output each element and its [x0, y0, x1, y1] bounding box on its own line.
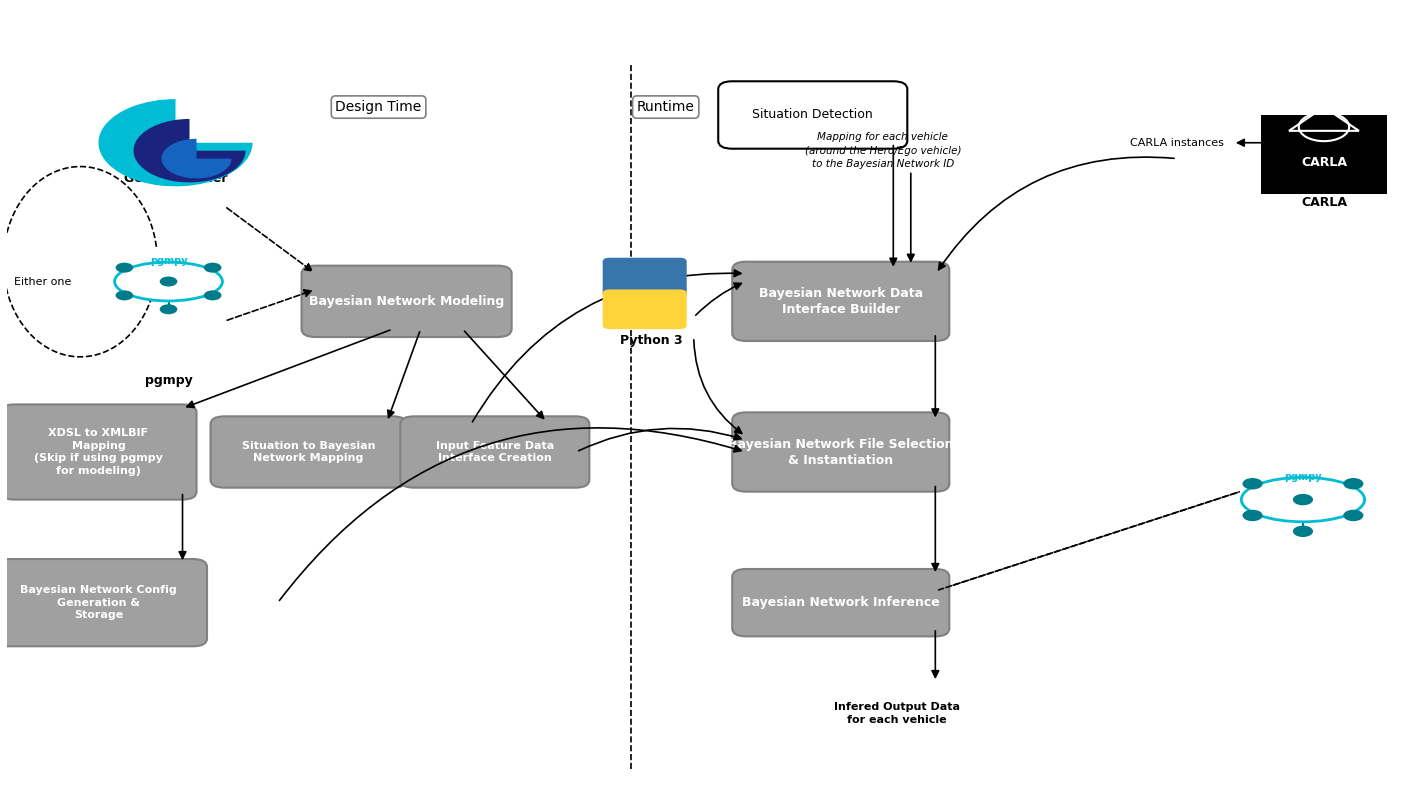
Circle shape	[159, 277, 177, 286]
Circle shape	[1242, 510, 1263, 521]
Text: pgmpy: pgmpy	[1271, 505, 1319, 518]
Text: Input Feature Data
Interface Creation: Input Feature Data Interface Creation	[435, 441, 553, 463]
Text: Bayesian Network Config
Generation &
Storage: Bayesian Network Config Generation & Sto…	[20, 585, 177, 620]
Circle shape	[1343, 478, 1363, 489]
Text: Bayesian Network Modeling: Bayesian Network Modeling	[308, 295, 504, 308]
FancyBboxPatch shape	[603, 258, 687, 297]
Text: Bayesian Network Data
Interface Builder: Bayesian Network Data Interface Builder	[759, 287, 922, 316]
Text: GeNIe Modeler: GeNIe Modeler	[124, 172, 227, 185]
Text: pgmpy: pgmpy	[1284, 472, 1322, 482]
FancyBboxPatch shape	[301, 266, 511, 337]
Text: Infered Output Data
for each vehicle: Infered Output Data for each vehicle	[834, 702, 960, 726]
Text: XDSL to XMLBIF
Mapping
(Skip if using pgmpy
for modeling): XDSL to XMLBIF Mapping (Skip if using pg…	[34, 428, 163, 476]
Circle shape	[1242, 478, 1263, 489]
Circle shape	[159, 305, 177, 314]
Ellipse shape	[1242, 477, 1364, 522]
FancyBboxPatch shape	[732, 569, 949, 636]
Text: Bayesian Network File Selection
& Instantiation: Bayesian Network File Selection & Instan…	[728, 438, 953, 466]
Text: Situation Detection: Situation Detection	[752, 109, 873, 121]
Text: pgmpy: pgmpy	[145, 374, 193, 387]
Wedge shape	[99, 99, 252, 186]
FancyBboxPatch shape	[0, 404, 197, 500]
Wedge shape	[134, 119, 245, 182]
Ellipse shape	[114, 262, 222, 301]
Wedge shape	[162, 139, 231, 178]
Circle shape	[204, 262, 221, 273]
Text: Situation to Bayesian
Network Mapping: Situation to Bayesian Network Mapping	[242, 441, 376, 463]
Circle shape	[1293, 526, 1314, 537]
FancyBboxPatch shape	[0, 559, 207, 646]
Text: Runtime: Runtime	[636, 100, 694, 114]
FancyBboxPatch shape	[718, 82, 907, 149]
Text: Design Time: Design Time	[335, 100, 422, 114]
FancyBboxPatch shape	[732, 412, 949, 492]
Circle shape	[115, 262, 134, 273]
FancyBboxPatch shape	[603, 289, 687, 329]
FancyBboxPatch shape	[211, 416, 407, 488]
Text: Python 3: Python 3	[621, 335, 683, 347]
Circle shape	[1293, 494, 1314, 505]
Circle shape	[204, 290, 221, 301]
Circle shape	[115, 290, 134, 301]
Text: CARLA instances: CARLA instances	[1131, 138, 1224, 147]
Circle shape	[1343, 510, 1363, 521]
Text: Mapping for each vehicle
(around the Hero/Ego vehicle)
to the Bayesian Network I: Mapping for each vehicle (around the Her…	[804, 132, 962, 169]
Text: Either one: Either one	[14, 277, 72, 286]
FancyBboxPatch shape	[400, 416, 590, 488]
FancyBboxPatch shape	[732, 262, 949, 341]
Text: pgmpy: pgmpy	[149, 256, 187, 266]
Text: CARLA: CARLA	[1301, 156, 1347, 169]
FancyBboxPatch shape	[1262, 115, 1387, 194]
Text: CARLA: CARLA	[1301, 196, 1347, 209]
Text: Bayesian Network Inference: Bayesian Network Inference	[742, 596, 939, 609]
